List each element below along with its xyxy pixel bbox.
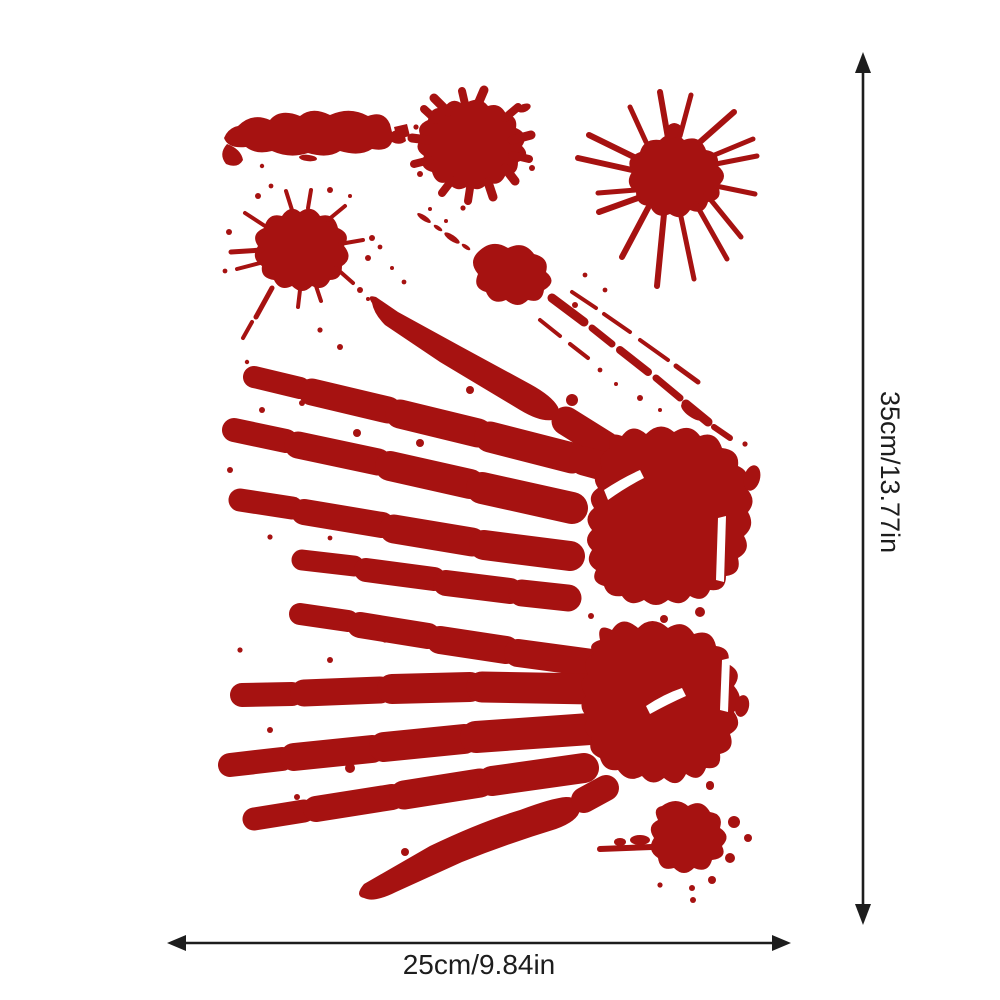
width-dimension-arrow bbox=[167, 935, 791, 951]
skeleton-handprint-bottom bbox=[218, 603, 750, 903]
blood-smear-stain bbox=[222, 110, 419, 169]
starburst-blood-splat bbox=[575, 89, 760, 289]
height-dimension-label: 35cm/13.77in bbox=[875, 391, 905, 554]
diagonal-blood-scratches bbox=[390, 207, 748, 447]
round-blood-splat bbox=[407, 85, 536, 211]
small-blood-splat bbox=[587, 781, 752, 891]
skeleton-handprint-top bbox=[222, 296, 761, 623]
height-dimension-arrow bbox=[855, 52, 871, 925]
spray-blood-splat bbox=[222, 183, 383, 340]
width-dimension-label: 25cm/9.84in bbox=[402, 949, 556, 980]
